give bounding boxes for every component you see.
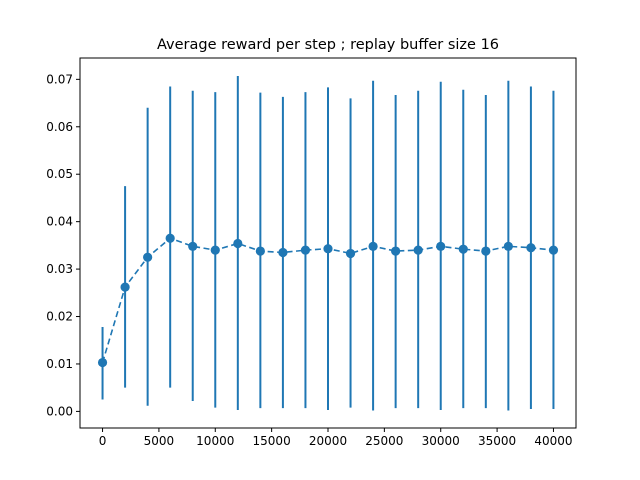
data-point [210,245,220,255]
y-tick-label: 0.00 [46,404,73,418]
data-point [300,245,311,255]
data-point [345,248,356,259]
y-tick-label: 0.04 [46,215,73,229]
y-tick-label: 0.01 [46,357,73,371]
x-tick-label: 30000 [422,434,460,448]
chart-title: Average reward per step ; replay buffer … [157,37,499,53]
x-tick-label: 35000 [478,434,516,448]
y-tick-label: 0.07 [46,72,73,86]
data-point [120,282,130,292]
plot-marks [97,76,559,411]
x-tick-label: 40000 [534,434,572,448]
y-tick-label: 0.03 [46,262,73,276]
x-tick-label: 10000 [196,434,234,448]
y-tick-label: 0.06 [46,120,73,134]
y-tick-label: 0.02 [46,310,73,324]
data-point [143,252,153,262]
data-point [436,241,446,251]
y-axis: 0.00 0.01 0.02 0.03 0.04 0.05 0.06 0.07 [46,72,80,418]
y-tick-label: 0.05 [46,167,73,181]
x-tick-label: 20000 [309,434,347,448]
x-tick-label: 5000 [144,434,175,448]
data-point [458,244,468,254]
data-point [233,238,243,249]
data-point [368,241,378,251]
data-point [97,357,108,368]
x-tick-label: 25000 [365,434,403,448]
x-tick-label: 0 [99,434,107,448]
data-point [391,246,401,256]
data-point [526,243,536,253]
data-point [323,244,333,254]
x-tick-label: 15000 [253,434,291,448]
data-point [278,247,288,258]
data-point [165,233,175,243]
data-point [188,241,198,251]
data-point [548,245,559,255]
data-point [255,246,265,256]
data-point [481,246,491,256]
data-point [503,241,513,251]
data-point [413,245,423,255]
x-axis: 0 5000 10000 15000 20000 25000 30000 35000 40000 [99,428,573,448]
